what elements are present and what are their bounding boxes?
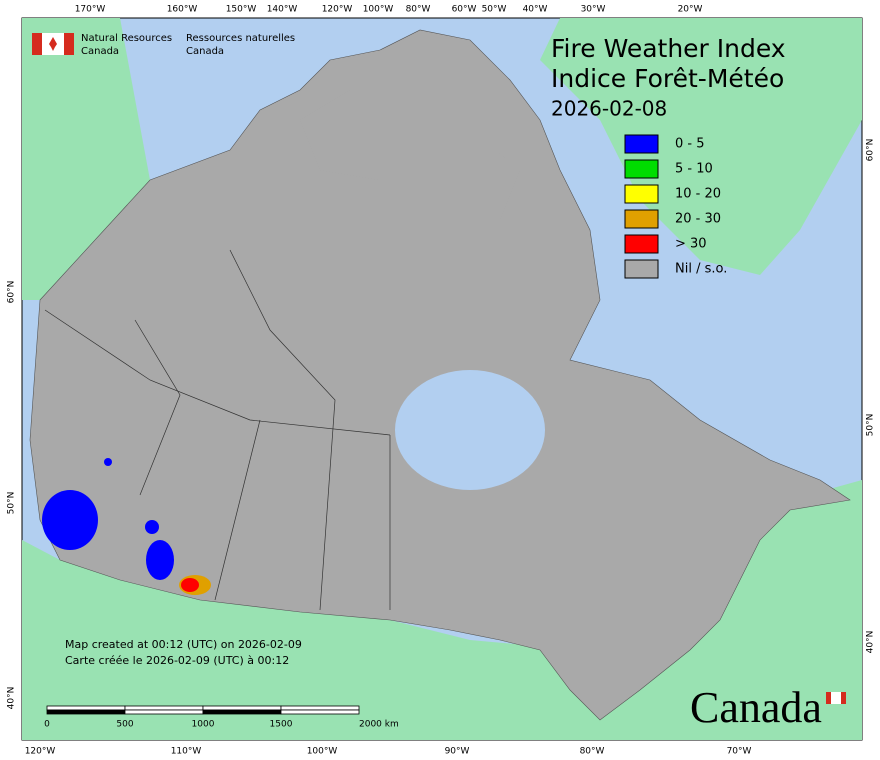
baffin	[420, 130, 520, 220]
legend-swatch	[624, 259, 659, 279]
longitude-label: 150°W	[226, 5, 257, 15]
scale-segment	[202, 709, 282, 715]
longitude-label: 170°W	[75, 5, 106, 15]
longitude-label: 100°W	[307, 747, 338, 757]
flag-bar	[64, 33, 74, 55]
agency: Canada	[81, 46, 119, 57]
longitude-label: 60°W	[452, 5, 477, 15]
longitude-label: 70°W	[727, 747, 752, 757]
latitude-label: 50°N	[866, 414, 876, 437]
scale-segment	[280, 705, 360, 711]
longitude-label: 120°W	[25, 747, 56, 757]
longitude-label: 30°W	[581, 5, 606, 15]
longitude-label: 40°W	[523, 5, 548, 15]
longitude-label: 140°W	[267, 5, 298, 15]
note: Map created at 00:12 (UTC) on 2026-02-09	[65, 638, 302, 651]
legend-swatch	[624, 184, 659, 204]
alaska	[22, 18, 150, 300]
scale-segment	[124, 705, 204, 711]
latitude-label: 40°N	[7, 687, 17, 710]
graticule-labels: 170°W 160°W 150°W 140°W 120°W 100°W 80°W 60°W 50…	[7, 5, 876, 757]
note: Carte créée le 2026-02-09 (UTC) à 00:12	[65, 654, 289, 667]
scale-label: 2000 km	[359, 720, 399, 730]
spot	[181, 578, 199, 592]
border	[214, 419, 261, 601]
legend-label: Nil / s.o.	[675, 262, 727, 277]
borders	[44, 249, 391, 611]
scale-segment	[46, 709, 126, 715]
wordmark-flag	[826, 692, 831, 704]
longitude-label: 20°W	[678, 5, 703, 15]
legend-swatch	[624, 209, 659, 229]
scale-segment	[202, 705, 282, 711]
scale-segment	[280, 709, 360, 715]
scale-label: 500	[116, 720, 133, 730]
longitude-label: 120°W	[322, 5, 353, 15]
legend-label: 0 - 5	[675, 137, 705, 152]
hudson-bay	[395, 370, 545, 490]
legend-label: 20 - 30	[675, 212, 721, 227]
scale-label: 1500	[270, 720, 293, 730]
fwi-spots	[42, 458, 211, 595]
longitude-label: 160°W	[167, 5, 198, 15]
wordmark-flag	[841, 692, 846, 704]
legend: 0 - 5 5 - 10 10 - 20 20 - 30 > 30 Nil / s.o.	[624, 134, 727, 279]
scale-segment	[46, 705, 126, 711]
longitude-label: 50°W	[482, 5, 507, 15]
scale-segment	[124, 709, 204, 715]
title: Indice Forêt-Météo	[551, 64, 784, 93]
longitude-label: 80°W	[406, 5, 431, 15]
latitude-label: 40°N	[866, 631, 876, 654]
greenland	[540, 18, 862, 275]
legend-swatch	[624, 134, 659, 154]
agency: Canada	[186, 46, 224, 57]
latitude-label: 50°N	[7, 492, 17, 515]
spot	[145, 520, 159, 534]
legend-label: 5 - 10	[675, 162, 713, 177]
latitude-label: 60°N	[866, 139, 876, 162]
canada	[29, 29, 851, 721]
border	[44, 309, 391, 436]
logo: Natural Resources Canada Ressources natu…	[32, 33, 295, 57]
border	[229, 249, 336, 611]
agency: Ressources naturelles	[186, 33, 295, 44]
border	[134, 319, 181, 496]
title: Fire Weather Index	[551, 34, 786, 63]
legend-swatch	[624, 159, 659, 179]
maple-leaf	[49, 37, 57, 51]
scale-label: 0	[44, 720, 50, 730]
longitude-label: 90°W	[445, 747, 470, 757]
land	[22, 18, 862, 740]
arctic-island	[300, 90, 420, 180]
legend-swatch	[624, 234, 659, 254]
legend-label: 10 - 20	[675, 187, 721, 202]
longitude-label: 80°W	[580, 747, 605, 757]
scale-label: 1000	[192, 720, 215, 730]
latitude-label: 60°N	[7, 281, 17, 304]
spot	[42, 490, 98, 550]
longitude-label: 110°W	[171, 747, 202, 757]
spot	[104, 458, 112, 466]
longitude-label: 100°W	[363, 5, 394, 15]
date: 2026-02-08	[551, 97, 667, 121]
scale-bar: 0 500 1000 1500 2000 km	[44, 705, 399, 730]
legend-label: > 30	[675, 237, 707, 252]
agency: Natural Resources	[81, 33, 172, 44]
spot	[146, 540, 174, 580]
flag-bar	[32, 33, 42, 55]
wordmark: Canada	[690, 683, 822, 732]
